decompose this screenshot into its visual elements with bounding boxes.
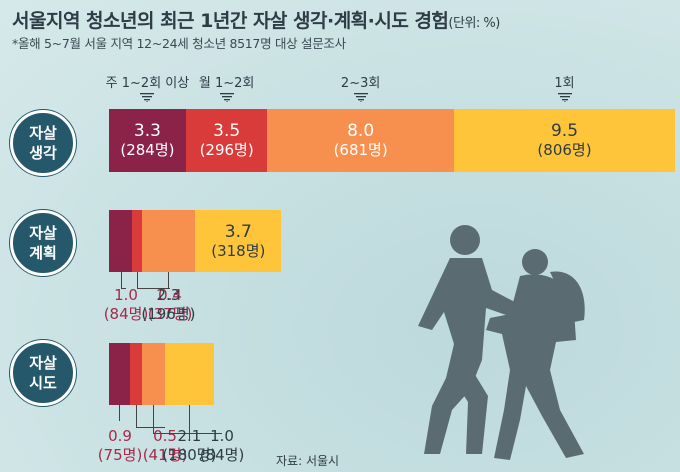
leader-line	[135, 405, 137, 427]
source-label: 자료: 서울시	[276, 454, 340, 468]
chart-subtitle: *올해 5~7월 서울 지역 12~24세 청소년 8517명 대상 설문조사	[12, 36, 346, 51]
data-label-value: 8.0	[347, 121, 375, 141]
external-data-label: 2.1 (180명)	[162, 427, 216, 465]
frequency-label: 1회	[554, 76, 575, 91]
data-label-count: (806명)	[537, 141, 592, 159]
external-data-label: 0.9 (75명)	[98, 427, 143, 465]
left-person-body	[418, 258, 530, 454]
external-data-label: 1.0 (84명)	[200, 427, 245, 465]
bar-segment: 8.0 (681명)	[267, 109, 454, 172]
data-label-count: (180명)	[162, 446, 217, 464]
title-text: 서울지역 청소년의 최근 1년간 자살 생각·계획·시도 경험	[12, 10, 449, 32]
right-person-backpack	[550, 271, 585, 322]
data-label-count: (296명)	[199, 141, 254, 159]
leader-line	[168, 272, 170, 288]
unit-label: (단위: %)	[448, 16, 500, 31]
data-label-count: (318명)	[211, 241, 266, 260]
data-label-value: 0.9	[108, 427, 132, 445]
data-label-count: (41명)	[142, 446, 188, 464]
data-label-value: 1.0	[210, 427, 234, 445]
down-arrow-icon	[140, 93, 155, 102]
row-label-line: 자살	[29, 224, 57, 242]
left-person-leg	[454, 360, 488, 454]
data-label-value: 3.5	[213, 121, 241, 141]
data-label-value: 1.0	[114, 286, 138, 304]
down-arrow-icon	[353, 93, 368, 102]
leader-line	[120, 288, 126, 289]
row-label-line: 자살	[29, 354, 57, 372]
data-label-value: 9.5	[550, 121, 579, 141]
leader-line	[153, 405, 155, 433]
data-label-count: (84명)	[199, 446, 245, 464]
data-label-value: 3.7	[224, 221, 252, 242]
data-label-value: 3.3	[133, 121, 161, 141]
data-label-count: (75명)	[97, 446, 143, 464]
bar-segment	[141, 343, 165, 405]
external-data-label: 1.0 (84명)	[104, 286, 149, 324]
data-label-count: (284명)	[120, 141, 175, 159]
leader-line	[120, 272, 122, 288]
bar-segment	[129, 343, 142, 405]
chart-title: 서울지역 청소년의 최근 1년간 자살 생각·계획·시도 경험(단위: %)	[12, 6, 500, 33]
down-arrow-icon	[557, 93, 572, 102]
frequency-label: 2~3회	[340, 76, 381, 91]
bar-segment	[164, 343, 214, 405]
row-label-line: 자살	[29, 124, 57, 142]
data-label-count: (84명)	[103, 305, 149, 323]
bar-segment: 3.3 (284명)	[109, 109, 186, 172]
row-label-line: 시도	[29, 374, 57, 392]
bar-segment: 3.7 (318명)	[195, 210, 282, 272]
right-person-head	[522, 249, 548, 275]
data-label-value: 0.5	[153, 427, 177, 445]
data-label-value: 2.1	[177, 427, 202, 445]
bar-segment	[132, 210, 142, 272]
frequency-label: 월 1~2회	[198, 76, 255, 91]
data-label-count: (37명)	[147, 305, 193, 323]
external-data-label: 0.5 (41명)	[143, 427, 188, 465]
right-person-body	[486, 274, 584, 460]
figure-silhouette	[418, 225, 585, 460]
external-data-label: 2.3 (196명)	[141, 286, 195, 324]
data-label-value: 0.4	[158, 286, 182, 304]
row-label-line: 생각	[29, 144, 57, 162]
leader-line	[119, 405, 121, 421]
data-label-count: (196명)	[141, 305, 196, 323]
bar-segment: 9.5 (806명)	[453, 109, 676, 172]
frequency-label: 주 1~2회 이상	[105, 76, 190, 91]
left-person-head	[450, 225, 480, 255]
bar-segment	[109, 343, 130, 405]
data-label-value: 2.3	[156, 286, 181, 304]
row-label-line: 계획	[29, 244, 57, 262]
leader-line	[135, 427, 165, 428]
leader-line	[153, 433, 222, 434]
leader-line	[189, 405, 191, 439]
struggle-figure-illustration	[418, 225, 585, 460]
bar-segment	[109, 210, 133, 272]
data-label-count: (681명)	[333, 141, 388, 159]
leader-line	[136, 288, 170, 289]
down-arrow-icon	[219, 93, 234, 102]
leader-line	[136, 272, 138, 288]
bar-segment	[141, 210, 196, 272]
external-data-label: 0.4 (37명)	[148, 286, 193, 324]
bar-segment: 3.5 (296명)	[185, 109, 268, 172]
